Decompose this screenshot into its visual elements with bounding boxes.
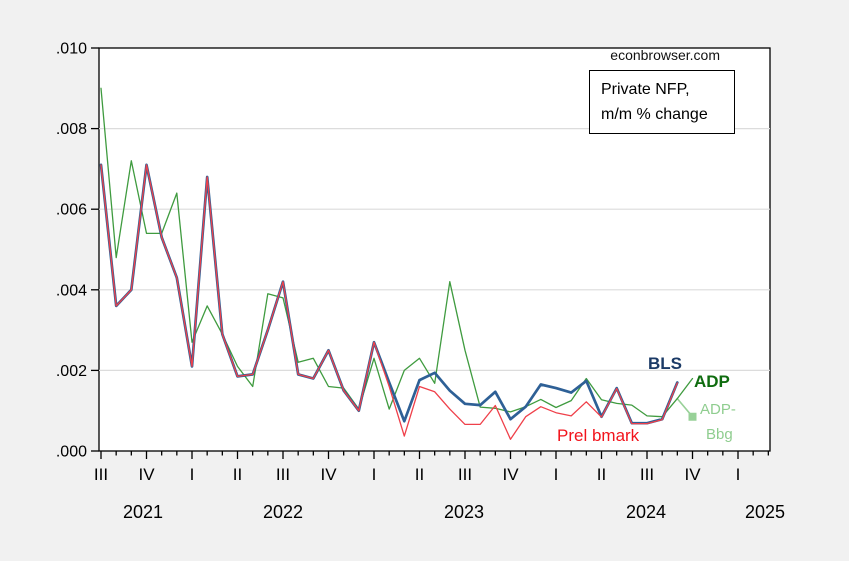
x-year-label: 2022 — [263, 502, 303, 522]
x-quarter-label: III — [458, 465, 472, 484]
x-quarter-label: II — [597, 465, 606, 484]
series-label-adp-bbg-line2: Bbg — [706, 426, 733, 443]
y-tick-label: .004 — [56, 282, 87, 299]
x-quarter-label: III — [640, 465, 654, 484]
series-line-prel-bmark — [100, 164, 678, 440]
x-quarter-label: III — [94, 465, 108, 484]
y-tick-label: .008 — [56, 121, 87, 138]
watermark: econbrowser.com — [610, 47, 720, 63]
y-tick-label: .000 — [56, 444, 87, 461]
x-quarter-label: IV — [138, 465, 155, 484]
y-tick-label: .010 — [56, 41, 87, 58]
series-label-prel-bmark: Prel bmark — [557, 426, 640, 445]
y-tick-label: .002 — [56, 363, 87, 380]
x-year-label: 2025 — [745, 502, 785, 522]
series-label-adp-bbg-line1: ADP- — [700, 401, 736, 418]
x-quarter-label: I — [372, 465, 377, 484]
chart-title-line1: Private NFP, — [601, 81, 690, 98]
adp-bbg-marker — [688, 412, 697, 421]
x-quarter-label: I — [190, 465, 195, 484]
y-tick-label: .006 — [56, 202, 87, 219]
x-quarter-label: III — [276, 465, 290, 484]
x-quarter-label: II — [415, 465, 424, 484]
chart-title-line2: m/m % change — [601, 106, 708, 123]
series-line-adp — [100, 87, 694, 418]
x-year-label: 2023 — [444, 502, 484, 522]
x-quarter-label: IV — [502, 465, 519, 484]
chart-title-box: Private NFP, m/m % change — [589, 70, 735, 134]
x-quarter-label: II — [233, 465, 242, 484]
x-quarter-label: IV — [684, 465, 701, 484]
x-year-label: 2024 — [626, 502, 666, 522]
x-quarter-label: I — [554, 465, 559, 484]
x-quarter-label: I — [736, 465, 741, 484]
series-label-adp: ADP — [694, 372, 730, 391]
x-quarter-label: IV — [320, 465, 337, 484]
series-label-bls: BLS — [648, 354, 682, 373]
x-year-label: 2021 — [123, 502, 163, 522]
